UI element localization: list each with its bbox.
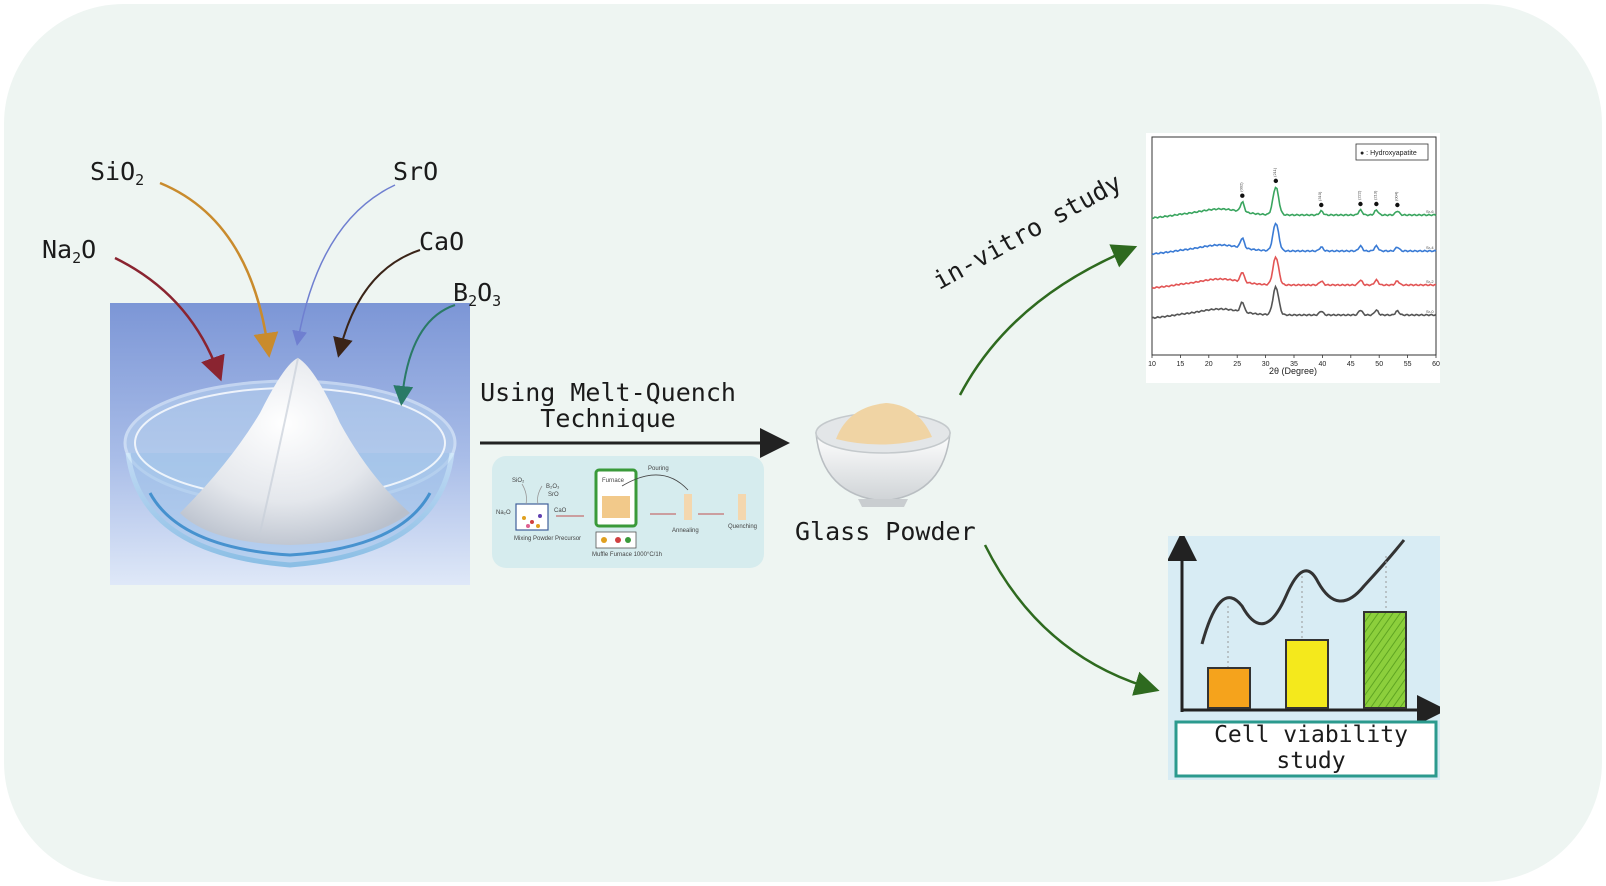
inset-crucible [515, 503, 549, 531]
powder-bowl-photo [110, 303, 470, 585]
inset-label-na2o: Na₂O [496, 510, 511, 516]
xrd-tick-label: 45 [1347, 361, 1355, 368]
oxide-label-na2o: Na2O [42, 235, 96, 267]
xrd-chart-background [1146, 133, 1440, 383]
b2o3-b: B [453, 278, 469, 307]
xrd-peak-label: (213) [1372, 190, 1377, 200]
arrow-invitro [958, 244, 1138, 396]
xrd-series-label: Sr-4 [1426, 245, 1434, 250]
sio2-sub: 2 [135, 171, 145, 189]
xrd-tick-label: 20 [1205, 361, 1213, 368]
xrd-series-label: Sr-2 [1426, 279, 1434, 284]
xrd-tick-label: 60 [1432, 361, 1440, 368]
na2o-sub: 2 [72, 249, 82, 267]
inset-caption-quenching: Quenching [728, 524, 757, 530]
xrd-tick-label: 50 [1375, 361, 1383, 368]
inset-label-cao: CaO [554, 508, 567, 514]
oxide-label-cao: CaO [419, 227, 465, 256]
inset-caption-mixing: Mixing Powder Precursor [514, 536, 581, 542]
process-label: Using Melt-Quench Technique [480, 380, 736, 432]
cell-chart-caption-box [1174, 720, 1438, 778]
cell-bar-2 [1285, 639, 1329, 709]
xrd-legend-text: ● : Hydroxyapatite [1360, 150, 1417, 157]
inset-furnace-melt [602, 496, 630, 518]
inset-caption-furnace: Muffle Furnace 1000°C/1h [592, 552, 662, 558]
xrd-tick-label: 35 [1290, 361, 1298, 368]
melt-quench-inset: SiO₂ B₂O₃ SrO Na₂O CaO Mixing Powder Pre… [492, 456, 764, 568]
inset-rod-1 [684, 494, 692, 520]
xrd-tick-label: 25 [1233, 361, 1241, 368]
xrd-peak-label: (310) [1317, 191, 1322, 201]
xrd-series-label: Sr-6 [1426, 209, 1434, 214]
b2o3-sub1: 2 [468, 292, 478, 310]
xrd-peak-marker [1273, 178, 1279, 184]
xrd-series-label: Sr-0 [1426, 309, 1434, 314]
inset-pouring-label: Pouring [648, 466, 669, 472]
oxide-label-sio2: SiO2 [90, 157, 144, 189]
xrd-tick-label: 40 [1319, 361, 1327, 368]
arrow-b2o3 [393, 304, 456, 406]
b2o3-sub2: 3 [492, 292, 502, 310]
na2o-tail: O [81, 235, 97, 264]
xrd-series-line [1151, 284, 1437, 320]
inset-label-sro: SrO [548, 492, 559, 498]
arrow-sio2 [159, 181, 279, 358]
xrd-tick-label: 10 [1148, 361, 1156, 368]
xrd-tick-label: 15 [1177, 361, 1185, 368]
inset-label-b2o3: B₂O₃ [546, 484, 560, 490]
sio2-base: SiO [90, 157, 136, 186]
product-label: Glass Powder [795, 517, 976, 546]
xrd-series-line [1151, 222, 1437, 256]
xrd-peak-label: (002) [1238, 182, 1243, 192]
inset-furnace-label: Furnace [602, 478, 625, 484]
xrd-peak-marker [1374, 201, 1379, 207]
oxide-label-b2o3: B2O3 [453, 278, 501, 310]
cell-viability-line-2: study [1276, 748, 1346, 774]
xrd-x-ticks: 10 15 20 25 30 35 40 45 50 55 60 [1148, 355, 1440, 368]
xrd-x-axis-label: 2θ (Degree) [1269, 366, 1317, 376]
xrd-legend-box [1355, 143, 1429, 161]
arrow-na2o [114, 256, 225, 382]
arrow-cao [333, 249, 421, 358]
cell-viability-chart [1168, 536, 1440, 780]
xrd-tick-label: 30 [1262, 361, 1270, 368]
glass-powder-heap [836, 403, 932, 445]
na2o-base: Na [42, 235, 73, 264]
inset-caption-annealing: Annealing [672, 528, 699, 534]
process-line-2: Technique [540, 404, 676, 433]
cell-chart-trend-line [1200, 539, 1406, 645]
xrd-series-line [1151, 186, 1437, 220]
cell-viability-line-1: Cell viability [1214, 722, 1408, 748]
cell-viability-label: Cell viability study [1180, 722, 1442, 774]
cell-bar-1 [1207, 667, 1251, 709]
xrd-peak-label: (004) [1393, 191, 1398, 201]
arrow-cell-viability [983, 544, 1160, 696]
xrd-peak-marker [1240, 193, 1245, 198]
powder-cone [180, 358, 410, 545]
xrd-series-group: Sr-0 Sr-2 Sr-4 Sr-6 [1151, 186, 1437, 320]
xrd-chart: Sr-0 Sr-2 Sr-4 Sr-6 (002) (211) (310) (222) (21… [1146, 133, 1440, 383]
xrd-peak-markers: (002) (211) (310) (222) (213) (004) [1238, 167, 1400, 208]
glass-powder-bowl [815, 403, 951, 507]
inset-rod-2 [738, 494, 746, 520]
cell-bar-3 [1363, 611, 1407, 709]
xrd-peak-marker [1319, 202, 1324, 208]
arrow-sro [292, 184, 396, 346]
xrd-peak-label: (211) [1272, 167, 1277, 177]
process-line-1: Using Melt-Quench [480, 378, 736, 407]
xrd-peak-marker [1358, 201, 1363, 207]
inset-label-sio2: SiO₂ [512, 478, 525, 484]
oxide-label-sro: SrO [393, 157, 439, 186]
xrd-peak-marker [1395, 202, 1400, 208]
b2o3-o: O [477, 278, 493, 307]
xrd-peak-label: (222) [1356, 190, 1361, 200]
xrd-tick-label: 55 [1404, 361, 1412, 368]
xrd-series-line [1151, 255, 1437, 289]
